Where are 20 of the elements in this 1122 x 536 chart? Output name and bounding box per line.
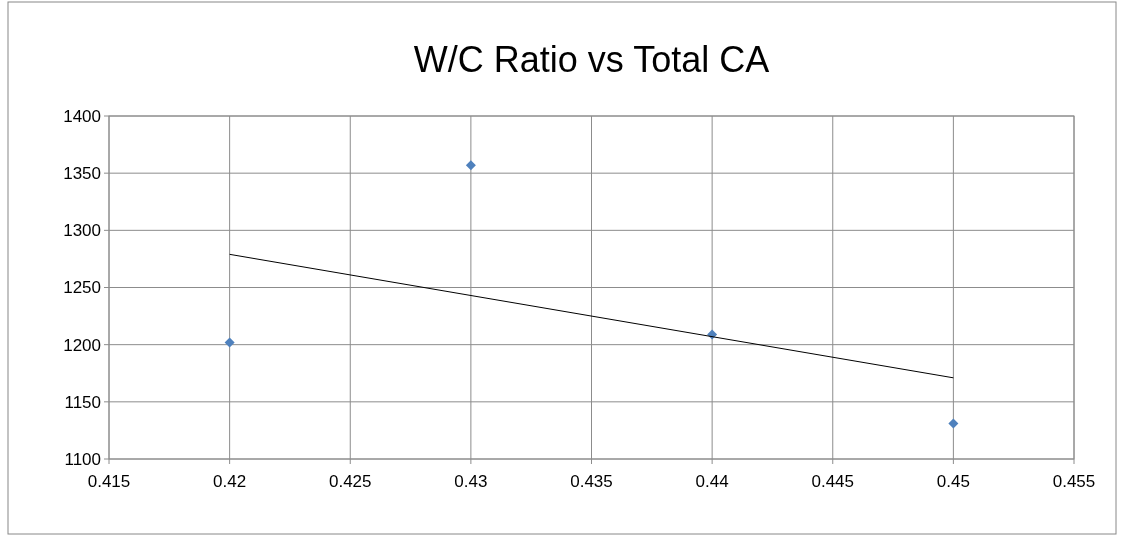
point — [465, 160, 476, 171]
point — [224, 337, 235, 348]
x-tick-label: 0.43 — [454, 472, 488, 491]
point — [948, 418, 959, 429]
y-tick-label: 1200 — [63, 335, 101, 355]
x-tick-label: 0.415 — [87, 472, 131, 491]
x-tick-label: 0.44 — [695, 472, 729, 491]
y-tick-label: 1100 — [64, 449, 101, 469]
y-tick-label: 1150 — [64, 392, 101, 412]
x-tick-label: 0.435 — [570, 472, 613, 491]
y-tick-label: 1300 — [63, 221, 101, 241]
x-tick-label: 0.445 — [811, 472, 855, 491]
x-tick-label: 0.455 — [1052, 472, 1096, 491]
y-tick-label: 1400 — [63, 106, 101, 126]
chart-title: W/C Ratio vs Total CA — [413, 39, 770, 80]
y-tick-label: 1350 — [63, 164, 101, 184]
y-tick-label: 1250 — [63, 278, 101, 298]
x-tick-label: 0.42 — [213, 472, 247, 491]
x-tick-label: 0.45 — [936, 472, 970, 491]
x-tick-label: 0.425 — [328, 472, 372, 491]
